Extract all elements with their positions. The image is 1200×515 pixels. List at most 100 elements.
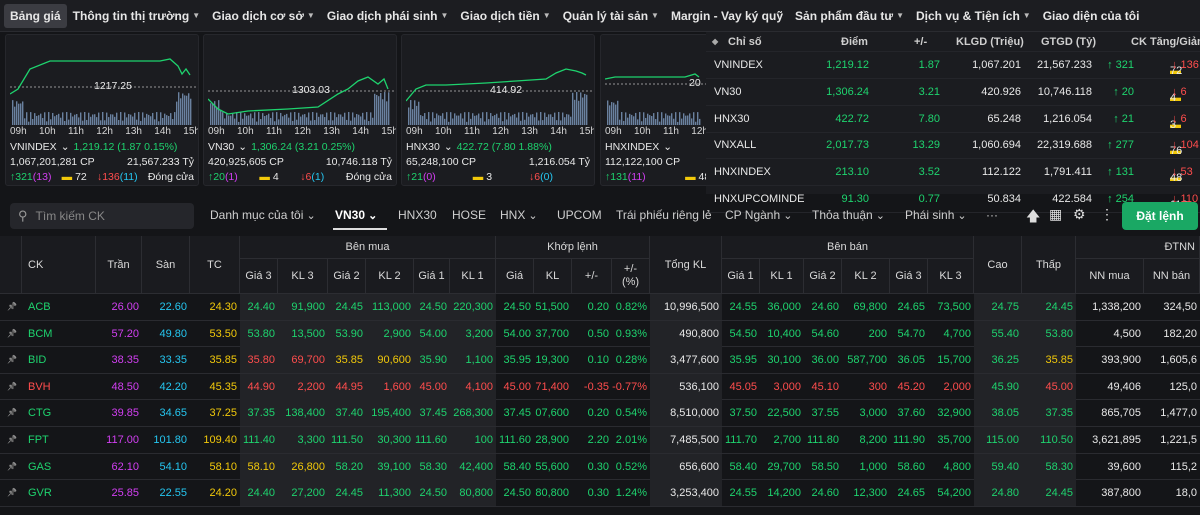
- volume-bar: [212, 103, 214, 125]
- index-value-change: 422.72 (7.80 1.88%): [456, 141, 552, 153]
- price-line: [10, 58, 191, 95]
- tab-1[interactable]: VN30 ⌄: [335, 208, 377, 222]
- nav-item-2[interactable]: Giao dịch cơ sở ▼: [206, 4, 321, 28]
- volume-bar: [500, 112, 502, 125]
- tab-9[interactable]: Phái sinh ⌄: [905, 208, 967, 222]
- volume-bar: [112, 114, 114, 125]
- nav-item-3[interactable]: Giao dịch phái sinh ▼: [321, 4, 455, 28]
- index-row[interactable]: HNXINDEX 213.10 3.52 112.122 1,791.411 ↑ 131 ▬…: [706, 159, 1200, 187]
- cell-b_p1: 54.00: [414, 320, 450, 347]
- cell-total: 490,800: [650, 320, 722, 347]
- cell-m_v: 28,900: [535, 434, 569, 446]
- nav-item-1[interactable]: Thông tin thị trường ▼: [67, 4, 206, 28]
- volume-bar: [641, 121, 643, 125]
- chevron-down-icon[interactable]: ⌄: [443, 141, 453, 153]
- cell-high: 36.25: [974, 347, 1022, 374]
- mini-chart-vn30[interactable]: 1303.03 09h 10h 11h 12h 13h 14h 15h VN30 ⌄ 1,306.2…: [203, 34, 397, 186]
- volume-bar: [178, 92, 180, 125]
- volume-bar: [637, 119, 639, 125]
- pin-icon[interactable]: 📌: [7, 355, 17, 365]
- excel-icon[interactable]: ▦: [1049, 206, 1063, 222]
- tab-10[interactable]: ···: [986, 208, 998, 222]
- nav-item-4[interactable]: Giao dịch tiền ▼: [454, 4, 556, 28]
- volume-bar: [434, 118, 436, 125]
- tab-5[interactable]: UPCOM: [557, 208, 602, 222]
- table-row[interactable]: 📌 GVR 25.85 22.55 24.20 24.40 27,200 24.45 11,30…: [0, 480, 1200, 507]
- volume-bar: [582, 97, 584, 125]
- mini-chart-vnindex[interactable]: 1217.25 09h 10h 11h 12h 13h 14h 15h VNINDEX ⌄ 1,21…: [5, 34, 199, 186]
- volume-bar: [56, 114, 58, 125]
- time-tick: 10h: [237, 126, 254, 137]
- volume-bar: [470, 118, 472, 125]
- volume-bar: [639, 112, 641, 125]
- volume-bar: [568, 114, 570, 125]
- table-row[interactable]: 📌 CTG 39.85 34.65 37.25 37.35 138,400 37.40 195,…: [0, 400, 1200, 427]
- nav-item-8[interactable]: Dịch vụ & Tiện ích ▼: [910, 4, 1037, 28]
- lock-icon[interactable]: ◆: [712, 37, 719, 46]
- mini-chart-plot: [406, 68, 592, 125]
- index-row[interactable]: VNINDEX 1,219.12 1.87 1,067.201 21,567.233 ↑ …: [706, 52, 1200, 79]
- volume-bar: [294, 112, 296, 125]
- pin-icon[interactable]: 📌: [7, 381, 17, 391]
- index-row[interactable]: VNXALL 2,017.73 13.29 1,060.694 22,319.688 ↑ …: [706, 132, 1200, 160]
- tab-3[interactable]: HOSE: [452, 208, 486, 222]
- volume-bar: [498, 117, 500, 125]
- volume-bar: [104, 120, 106, 125]
- pin-icon[interactable]: 📌: [7, 408, 17, 418]
- ceil-count: (0): [422, 171, 436, 183]
- nav-item-label: Giao dịch tiền: [460, 8, 540, 23]
- table-row[interactable]: 📌 GAS 62.10 54.10 58.10 58.10 26,800 58.20 39,10…: [0, 453, 1200, 481]
- tab-2[interactable]: HNX30: [398, 208, 437, 222]
- volume-bar: [410, 100, 412, 125]
- pin-icon[interactable]: 📌: [7, 488, 17, 498]
- pin-icon[interactable]: 📌: [7, 328, 17, 338]
- nav-item-label: Quản lý tài sản: [562, 8, 649, 23]
- index-row[interactable]: HNX30 422.72 7.80 65.248 1,216.054 ↑ 21 ▬ 3 ↓ 6: [706, 106, 1200, 133]
- time-tick: 10h: [435, 126, 452, 137]
- table-row[interactable]: 📌 ACB 26.00 22.60 24.30 24.40 91,900 24.45 113,0…: [0, 294, 1200, 321]
- nav-item-6[interactable]: Margin - Vay ký quỹ: [665, 4, 789, 28]
- nav-item-7[interactable]: Sản phẩm đầu tư ▼: [789, 4, 910, 28]
- table-row[interactable]: 📌 BID 38.35 33.35 35.85 35.80 69,700 35.85 90,60…: [0, 347, 1200, 374]
- tab-4[interactable]: HNX ⌄: [500, 208, 538, 222]
- volume-bar: [220, 109, 222, 125]
- chevron-down-icon[interactable]: ⌄: [238, 141, 248, 153]
- more-icon[interactable]: ⋮: [1100, 206, 1114, 222]
- col-header-blank: [0, 236, 22, 294]
- volume-text: 112,122,100 CP: [605, 156, 681, 168]
- volume-bar: [699, 118, 701, 125]
- tab-8[interactable]: Thỏa thuận ⌄: [812, 208, 885, 222]
- index-row[interactable]: VN30 1,306.24 3.21 420.926 10,746.118 ↑ 20 ▬ 4…: [706, 79, 1200, 106]
- nav-item-5[interactable]: Quản lý tài sản ▼: [557, 4, 665, 28]
- search-input[interactable]: ⚲ Tìm kiếm CK: [10, 203, 194, 229]
- pin-icon[interactable]: 📌: [7, 435, 17, 444]
- tab-0[interactable]: Danh mục của tôi ⌄: [210, 208, 316, 222]
- cell-nn_sell: 1,221,5: [1160, 434, 1197, 446]
- gear-icon[interactable]: ⚙: [1073, 206, 1086, 222]
- volume-bar: [210, 103, 212, 125]
- upload-icon[interactable]: 🡅: [1026, 208, 1041, 224]
- chevron-down-icon[interactable]: ⌄: [60, 141, 70, 153]
- col-header-ben_ban: Bên bán: [722, 236, 974, 259]
- table-row[interactable]: 📌 BVH 48.50 42.20 45.35 44.90 2,200 44.95 1,600 4…: [0, 373, 1200, 401]
- pin-icon[interactable]: 📌: [7, 302, 17, 311]
- cell-ck: BVH: [28, 380, 51, 393]
- pin-icon[interactable]: 📌: [7, 461, 17, 471]
- time-tick: 11h: [663, 126, 679, 137]
- place-order-button[interactable]: Đặt lệnh: [1122, 202, 1198, 230]
- cell-ck: FPT: [28, 434, 49, 446]
- tab-6[interactable]: Trái phiếu riêng lẻ: [616, 208, 712, 222]
- table-row[interactable]: 📌 BCM 57.20 49.80 53.50 53.80 13,500 53.90 2,900…: [0, 320, 1200, 348]
- mini-chart-hnx30[interactable]: 414.92 09h 10h 11h 12h 13h 14h 15h HNX30 ⌄ 422.72 …: [401, 34, 595, 186]
- cell-s_v2: 200: [868, 327, 887, 340]
- chevron-down-icon[interactable]: ⌄: [663, 141, 673, 153]
- volume-bar: [278, 119, 280, 125]
- tab-7[interactable]: CP Ngành ⌄: [725, 208, 792, 222]
- nav-item-0[interactable]: Bảng giá: [4, 3, 67, 28]
- time-tick: 12h: [691, 126, 708, 137]
- table-row[interactable]: 📌 FPT 117.00 101.80 109.40 111.40 3,300 111.50 3…: [0, 427, 1200, 454]
- cell-nn_sell: 1,477,0: [1160, 407, 1197, 420]
- nav-item-9[interactable]: Giao diện của tôi: [1037, 4, 1146, 28]
- volume-bar: [697, 112, 699, 125]
- volume-bar: [340, 114, 342, 125]
